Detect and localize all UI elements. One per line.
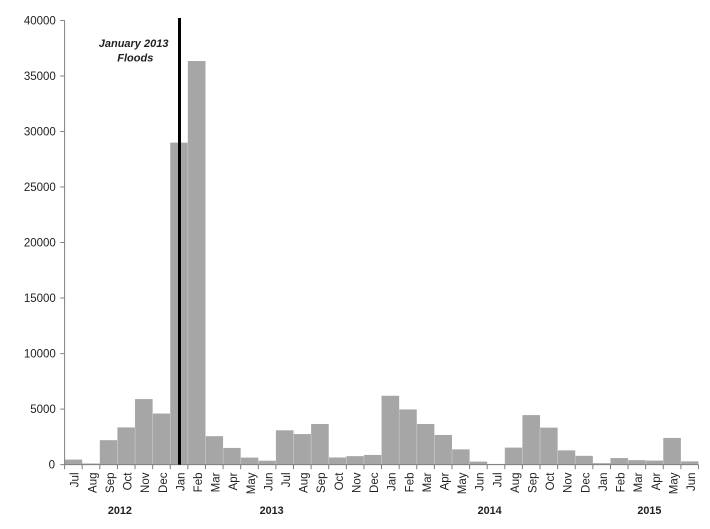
svg-text:Feb: Feb: [616, 473, 628, 493]
svg-text:Mar: Mar: [422, 472, 434, 492]
svg-text:10000: 10000: [24, 349, 56, 361]
svg-text:35000: 35000: [24, 71, 56, 83]
svg-text:Aug: Aug: [510, 473, 522, 493]
svg-text:Aug: Aug: [299, 473, 311, 493]
svg-text:Jan: Jan: [387, 473, 399, 492]
svg-text:Nov: Nov: [351, 472, 363, 493]
svg-text:Mar: Mar: [211, 472, 223, 492]
svg-text:January 2013: January 2013: [99, 38, 169, 50]
svg-text:Feb: Feb: [404, 473, 416, 493]
svg-text:Floods: Floods: [117, 52, 153, 64]
svg-text:Jun: Jun: [686, 473, 698, 492]
svg-text:Dec: Dec: [369, 472, 381, 493]
svg-text:2012: 2012: [108, 505, 132, 517]
svg-text:15000: 15000: [24, 293, 56, 305]
svg-text:Mar: Mar: [633, 472, 645, 492]
svg-text:30000: 30000: [24, 127, 56, 139]
svg-text:Dec: Dec: [580, 472, 592, 493]
svg-text:Jul: Jul: [492, 473, 504, 488]
svg-text:2015: 2015: [637, 505, 661, 517]
svg-text:Aug: Aug: [87, 473, 99, 493]
svg-text:25000: 25000: [24, 182, 56, 194]
svg-text:Oct: Oct: [123, 472, 135, 491]
svg-text:2013: 2013: [260, 505, 284, 517]
svg-text:5000: 5000: [30, 404, 56, 416]
svg-text:20000: 20000: [24, 238, 56, 250]
svg-text:Apr: Apr: [228, 472, 240, 490]
svg-text:Jan: Jan: [598, 473, 610, 492]
svg-text:Apr: Apr: [439, 472, 451, 490]
svg-text:Sep: Sep: [528, 473, 540, 493]
svg-text:Nov: Nov: [140, 472, 152, 493]
svg-text:Jan: Jan: [175, 473, 187, 492]
svg-text:Oct: Oct: [545, 472, 557, 491]
svg-text:May: May: [668, 472, 680, 494]
svg-text:Jun: Jun: [263, 473, 275, 492]
svg-text:Sep: Sep: [105, 473, 117, 493]
svg-text:Feb: Feb: [193, 473, 205, 493]
svg-text:Sep: Sep: [316, 473, 328, 493]
svg-text:May: May: [457, 472, 469, 494]
svg-text:Oct: Oct: [334, 472, 346, 491]
svg-text:Jul: Jul: [70, 473, 82, 488]
svg-text:2014: 2014: [478, 505, 502, 517]
svg-text:Apr: Apr: [651, 472, 663, 490]
svg-text:0: 0: [49, 460, 55, 472]
svg-text:Jun: Jun: [475, 473, 487, 492]
svg-text:Jul: Jul: [281, 473, 293, 488]
svg-text:Dec: Dec: [158, 472, 170, 493]
svg-text:40000: 40000: [24, 16, 56, 28]
svg-text:May: May: [246, 472, 258, 494]
svg-text:Nov: Nov: [563, 472, 575, 493]
